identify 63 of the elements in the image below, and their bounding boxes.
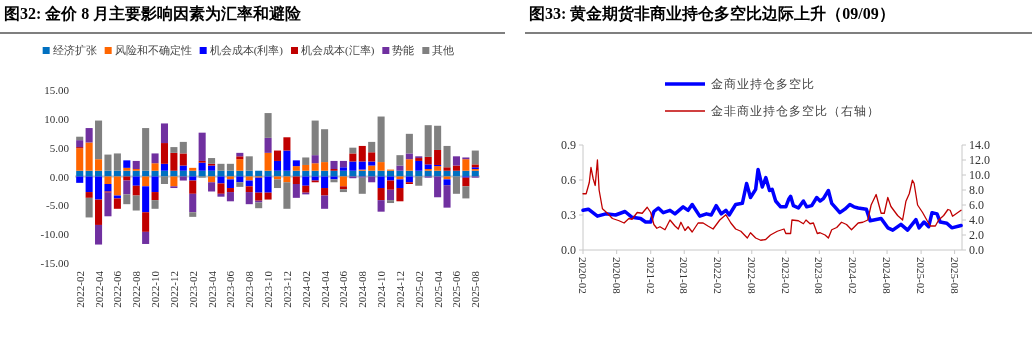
y-tick-label: 10.00 [44, 112, 70, 125]
legend-label: 机会成本(汇率) [301, 44, 375, 57]
y-tick-label: -10.00 [40, 228, 70, 241]
x-tick-label: 2022-10 [149, 270, 162, 308]
x-tick-label: 2024-04 [318, 270, 331, 308]
y2-tick-label: 4.0 [969, 213, 984, 227]
x-tick-label: 2020-02 [577, 257, 589, 294]
y2-tick-label: 8.0 [969, 183, 984, 197]
x-tick-label: 2020-08 [610, 257, 623, 295]
y2-tick-label: 12.0 [969, 153, 990, 167]
x-tick-label: 2022-04 [92, 270, 105, 308]
y2-tick-label: 6.0 [969, 198, 984, 212]
x-tick-label: 2022-02 [712, 257, 725, 294]
x-tick-label: 2025-06 [450, 270, 463, 308]
x-tick-label: 2021-02 [644, 257, 657, 294]
legend-label: 风险和不确定性 [114, 44, 192, 56]
y-tick-label: 0.9 [561, 138, 576, 152]
legend-label: 经济扩张 [52, 44, 97, 56]
x-tick-label: 2023-12 [280, 271, 293, 308]
x-tick-label: 2024-02 [847, 257, 860, 294]
x-tick-label: 2021-08 [678, 257, 691, 295]
x-tick-label: 2023-08 [243, 270, 256, 308]
x-tick-label: 2023-02 [186, 271, 199, 308]
x-tick-label: 2025-02 [412, 271, 425, 308]
x-tick-label: 2025-02 [915, 257, 928, 294]
chart-title: 图33: 黄金期货非商业持仓多空比边际上升（09/09） [529, 5, 895, 23]
x-tick-label: 2025-08 [948, 257, 961, 295]
x-tick-label: 2023-10 [262, 270, 275, 308]
x-tick-label: 2023-04 [205, 270, 218, 308]
legend-label: 金非商业持仓多空比（右轴） [711, 104, 880, 118]
x-tick-label: 2024-08 [881, 257, 894, 295]
x-tick-label: 2024-08 [356, 270, 369, 308]
x-tick-label: 2024-12 [393, 271, 406, 308]
legend-label: 其他 [432, 44, 455, 56]
y-tick-label: -5.00 [46, 199, 70, 212]
x-tick-label: 2022-06 [111, 270, 124, 308]
y2-tick-label: 0.0 [969, 243, 984, 257]
x-tick-label: 2024-06 [337, 270, 350, 308]
legend-label: 势能 [392, 44, 415, 56]
y-tick-label: 0.0 [561, 243, 576, 257]
x-tick-label: 2022-12 [167, 271, 180, 308]
legend-label: 金商业持仓多空比 [711, 77, 815, 91]
x-tick-label: 2023-02 [779, 257, 792, 294]
x-tick-label: 2022-02 [73, 271, 86, 308]
x-tick-label: 2025-04 [431, 270, 444, 308]
y-tick-label: 0.3 [561, 208, 576, 222]
legend-label: 机会成本(利率) [209, 44, 284, 57]
x-tick-label: 2022-08 [745, 257, 758, 295]
x-tick-label: 2023-06 [224, 270, 237, 308]
y-tick-label: 15.00 [44, 84, 70, 96]
y2-tick-label: 14.0 [969, 138, 990, 152]
x-tick-label: 2023-08 [813, 257, 826, 295]
y-tick-label: 5.00 [49, 141, 70, 154]
x-tick-label: 2024-10 [375, 270, 388, 308]
y-tick-label: -15.00 [40, 257, 70, 269]
x-tick-label: 2024-02 [299, 271, 312, 308]
chart-title: 图32: 金价 8 月主要影响因素为汇率和避险 [4, 4, 303, 22]
y-tick-label: 0.00 [49, 170, 70, 183]
x-tick-label: 2022-08 [130, 270, 143, 308]
y2-tick-label: 2.0 [969, 228, 984, 242]
y-tick-label: 0.6 [561, 173, 576, 187]
y2-tick-label: 10.0 [969, 168, 990, 182]
x-tick-label: 2025-08 [469, 270, 482, 308]
